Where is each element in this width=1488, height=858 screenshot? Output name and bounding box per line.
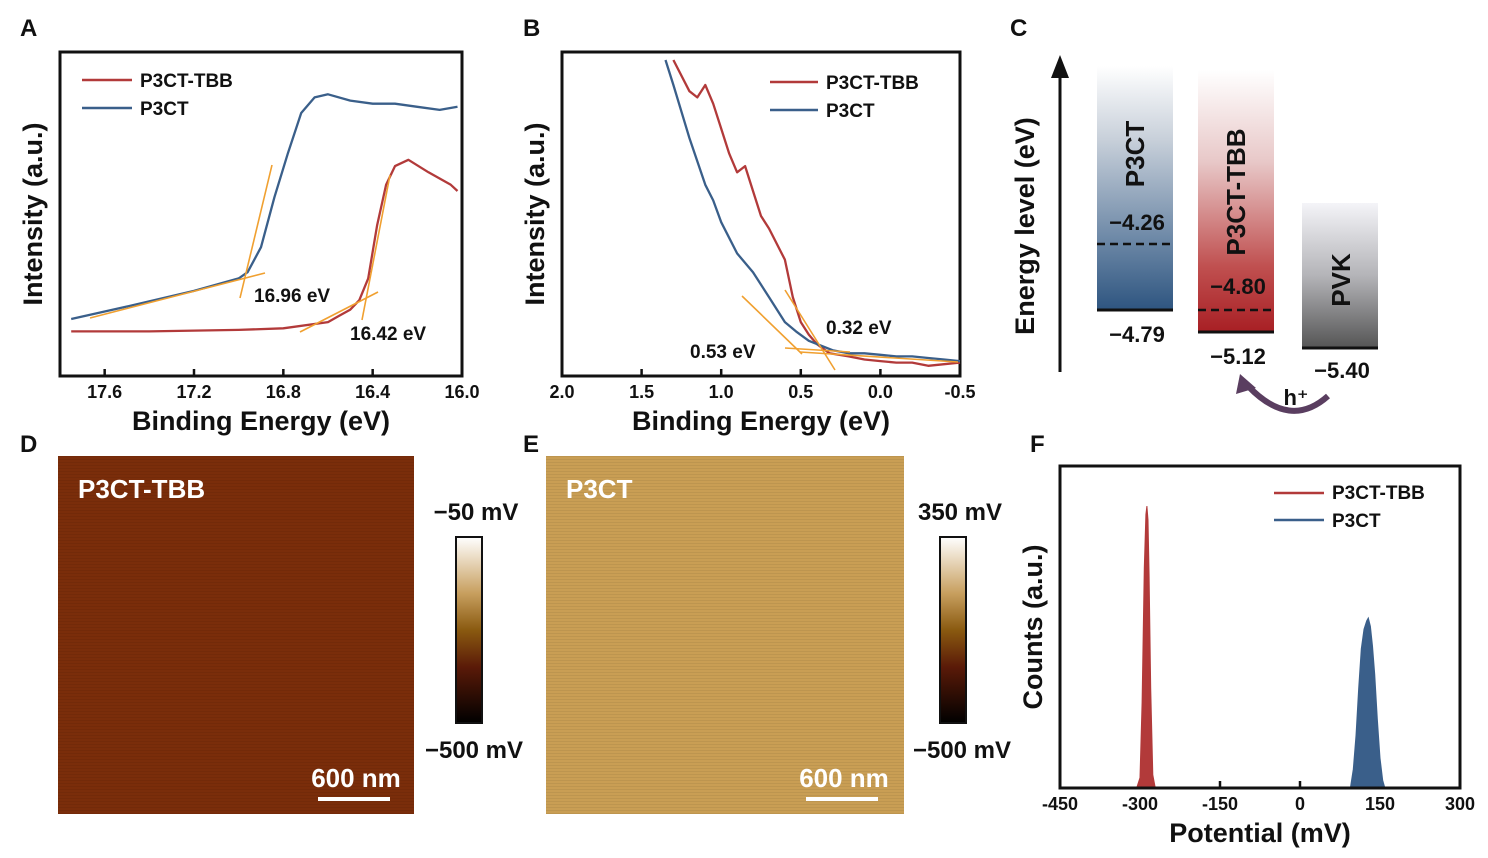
panel-d-scanlines [58, 456, 414, 814]
panel-b-xtick-label: 1.5 [629, 382, 654, 402]
panel-b-fit-line [784, 347, 851, 353]
p3ct-tbb-band [1198, 70, 1274, 332]
panel-e-colorbar-max: 350 mV [918, 499, 1002, 526]
panel-f-legend-1: P3CT-TBB [1332, 483, 1425, 504]
panel-a-ylabel: Intensity (a.u.) [18, 122, 48, 305]
panel-b-xtick-label: 0.0 [868, 382, 893, 402]
panel-a-series-1 [71, 158, 459, 333]
panel-a-annotation-1: 16.96 eV [254, 286, 330, 307]
p3ct-tbb-fermi-value: −4.80 [1210, 274, 1266, 299]
panel-f-xtick-label: 0 [1295, 794, 1305, 814]
panel-label-d: D [20, 431, 37, 458]
panel-f-series-1 [1136, 505, 1156, 787]
panel-b-xtick-label: 1.0 [709, 382, 734, 402]
panel-f-xtick-label: 300 [1445, 794, 1475, 814]
panel-b-legend-2: P3CT [826, 101, 875, 122]
panel-a-series-2 [70, 93, 458, 321]
panel-b-series-2 [664, 59, 961, 363]
panel-a-xtick-label: 16.8 [266, 382, 301, 402]
panel-b-legend-1: P3CT-TBB [826, 73, 919, 94]
panel-e-scalebar [806, 797, 878, 801]
panel-b-series-1 [672, 59, 961, 367]
panel-label-b: B [523, 15, 540, 42]
panel-d-colorbar-min: −500 mV [425, 737, 523, 764]
panel-f-xtick-label: -450 [1042, 794, 1078, 814]
panel-d-colorbar-max: −50 mV [434, 499, 519, 526]
p3ct-band-label: P3CT [1120, 121, 1150, 188]
panel-a-legend-1: P3CT-TBB [140, 71, 233, 92]
panel-a-fit-line [89, 272, 266, 319]
panel-b-ylabel: Intensity (a.u.) [520, 122, 550, 305]
panel-label-a: A [20, 15, 37, 42]
panel-b-xtick-label: -0.5 [944, 382, 975, 402]
panel-a-frame [58, 50, 464, 378]
panel-label-f: F [1030, 431, 1045, 458]
panel-label-e: E [523, 431, 539, 458]
panel-a-fit-line [239, 164, 273, 299]
panel-c-ylabel: Energy level (eV) [1010, 117, 1040, 335]
pvk-band [1302, 203, 1378, 348]
pvk-valence-value: −5.40 [1314, 358, 1370, 383]
panel-f-ylabel: Counts (a.u.) [1018, 545, 1048, 710]
panel-f-xtick-label: -300 [1122, 794, 1158, 814]
panel-b-fit-line [784, 289, 836, 371]
panel-c-energy-diagram: Energy level (eV) P3CT −4.26 −4.79 P3CT-… [1010, 55, 1378, 414]
panel-d-scalebar-label: 600 nm [311, 763, 401, 793]
p3ct-tbb-valence-value: −5.12 [1210, 344, 1266, 369]
panel-f-histogram: -450 -300 -150 0 150 300 P3CT-TBB P3CT Potent… [1018, 464, 1475, 848]
panel-f-legend-2: P3CT [1332, 511, 1381, 532]
panel-e-scanlines [546, 456, 904, 814]
panel-d-sample-label: P3CT-TBB [78, 474, 205, 504]
panel-a-xtick-label: 17.2 [176, 382, 211, 402]
panel-f-frame [1058, 464, 1462, 790]
p3ct-valence-value: −4.79 [1109, 322, 1165, 347]
panel-label-c: C [1010, 15, 1027, 42]
panel-f-xtick-label: -150 [1202, 794, 1238, 814]
panel-d-scalebar [318, 797, 390, 801]
panel-b-plot: 2.0 1.5 1.0 0.5 0.0 -0.5 0.53 eV 0.32 eV P3CT… [520, 50, 976, 436]
panel-f-series-2 [1350, 616, 1385, 787]
panel-a-plot: 17.6 17.2 16.8 16.4 16.0 16.96 eV 16.42 eV P… [18, 50, 480, 436]
panel-b-xlabel: Binding Energy (eV) [632, 406, 890, 436]
panel-b-annotation-1: 0.53 eV [690, 342, 756, 363]
panel-e-kpfm-map: P3CT 600 nm 350 mV −500 mV [546, 456, 1011, 814]
p3ct-tbb-band-label: P3CT-TBB [1221, 128, 1251, 255]
panel-e-colorbar [939, 536, 967, 724]
panel-a-fit-line [361, 174, 391, 321]
energy-axis-arrowhead [1051, 55, 1069, 78]
panel-e-sample-label: P3CT [566, 474, 633, 504]
hole-transfer-arrow [1245, 383, 1330, 414]
panel-a-annotation-2: 16.42 eV [350, 324, 426, 345]
panel-d-kpfm-map: P3CT-TBB 600 nm −50 mV −500 mV [58, 456, 523, 814]
panel-b-annotation-2: 0.32 eV [826, 318, 892, 339]
pvk-band-label: PVK [1326, 253, 1356, 307]
panel-b-xtick-label: 2.0 [549, 382, 574, 402]
panel-a-xtick-label: 16.4 [355, 382, 390, 402]
hole-transfer-arrowhead [1236, 374, 1256, 394]
p3ct-fermi-value: −4.26 [1109, 210, 1165, 235]
panel-a-fit-line [299, 291, 379, 333]
panel-b-frame [560, 50, 962, 378]
panel-a-legend-2: P3CT [140, 99, 189, 120]
panel-d-colorbar [455, 536, 483, 724]
panel-b-xtick-label: 0.5 [788, 382, 813, 402]
panel-e-colorbar-min: −500 mV [913, 737, 1011, 764]
hole-label: h⁺ [1283, 385, 1308, 410]
panel-a-xlabel: Binding Energy (eV) [132, 406, 390, 436]
panel-a-xtick-label: 16.0 [444, 382, 479, 402]
panel-f-xtick-label: 150 [1365, 794, 1395, 814]
panel-a-xtick-label: 17.6 [87, 382, 122, 402]
panel-b-fit-line [799, 351, 959, 363]
panel-b-fit-line [741, 295, 803, 355]
panel-e-scalebar-label: 600 nm [799, 763, 889, 793]
p3ct-band [1097, 66, 1173, 310]
panel-f-xlabel: Potential (mV) [1169, 818, 1351, 848]
